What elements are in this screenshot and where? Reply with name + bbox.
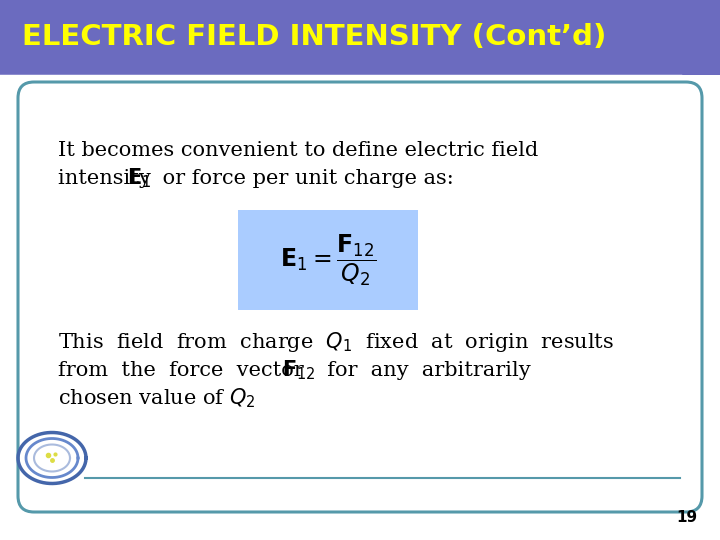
Text: $\mathbf{F}_{12}$: $\mathbf{F}_{12}$	[282, 358, 315, 382]
FancyBboxPatch shape	[18, 82, 702, 512]
Text: ELECTRIC FIELD INTENSITY (Cont’d): ELECTRIC FIELD INTENSITY (Cont’d)	[22, 24, 606, 51]
Text: for  any  arbitrarily: for any arbitrarily	[314, 361, 531, 380]
Text: intensity: intensity	[58, 168, 158, 187]
Bar	[0, 0, 720, 75]
Text: 19: 19	[676, 510, 697, 525]
Text: or force per unit charge as:: or force per unit charge as:	[156, 168, 454, 187]
Text: $\mathbf{E}_1$: $\mathbf{E}_1$	[127, 166, 151, 190]
Text: chosen value of $Q_2$: chosen value of $Q_2$	[58, 386, 256, 410]
Circle shape	[37, 443, 67, 473]
Text: from  the  force  vector: from the force vector	[58, 361, 317, 380]
Text: This  field  from  charge  $Q_1$  fixed  at  origin  results: This field from charge $Q_1$ fixed at or…	[58, 330, 614, 354]
Text: $\mathbf{E}_1 = \dfrac{\mathbf{F}_{12}}{Q_2}$: $\mathbf{E}_1 = \dfrac{\mathbf{F}_{12}}{…	[279, 232, 377, 288]
Text: It becomes convenient to define electric field: It becomes convenient to define electric…	[58, 140, 539, 159]
FancyBboxPatch shape	[238, 210, 418, 310]
